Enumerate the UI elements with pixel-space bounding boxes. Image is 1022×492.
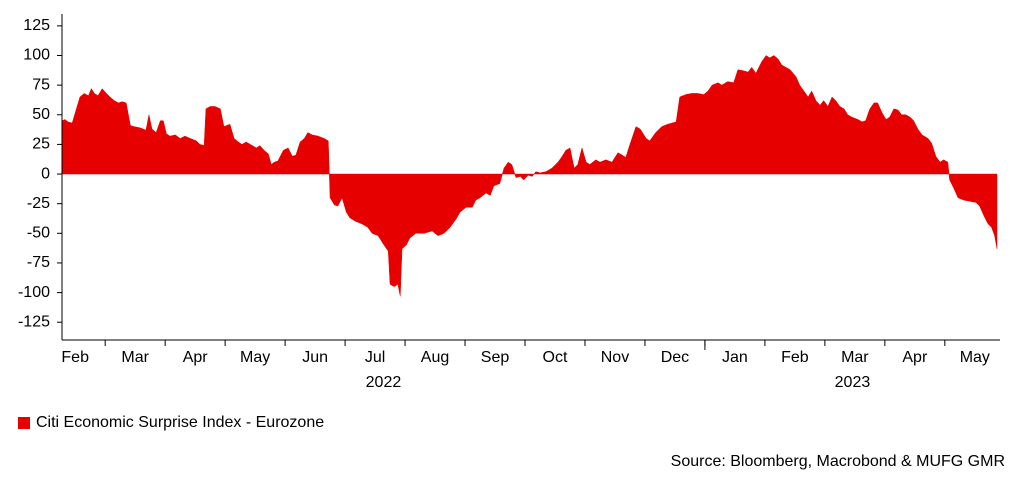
x-group-label: 2023: [835, 374, 871, 391]
x-tick-label: Dec: [661, 349, 689, 366]
x-tick-label: Jan: [722, 349, 748, 366]
x-tick-label: Mar: [841, 349, 869, 366]
y-tick-label: 75: [32, 76, 50, 93]
y-tick-label: 50: [32, 106, 50, 123]
source-note: Source: Bloomberg, Macrobond & MUFG GMR: [671, 453, 1005, 470]
y-tick-label: -75: [27, 254, 50, 271]
x-tick-label: Feb: [61, 349, 89, 366]
y-tick-label: -100: [18, 284, 50, 301]
y-tick-label: 125: [23, 17, 50, 34]
y-tick-label: -25: [27, 195, 50, 212]
x-tick-label: Apr: [902, 349, 928, 366]
x-tick-label: Mar: [121, 349, 149, 366]
x-tick-label: Jun: [302, 349, 328, 366]
y-tick-label: 100: [23, 47, 50, 64]
y-tick-label: 25: [32, 136, 50, 153]
x-tick-label: Feb: [781, 349, 809, 366]
x-tick-label: Nov: [601, 349, 629, 366]
legend-label: Citi Economic Surprise Index - Eurozone: [36, 414, 324, 431]
area: [61, 55, 998, 297]
y-tick-label: 0: [41, 165, 50, 182]
y-tick-label: -50: [27, 225, 50, 242]
legend-swatch: [18, 417, 30, 429]
x-group-label: 2022: [366, 374, 402, 391]
x-tick-label: May: [960, 349, 990, 366]
x-tick-label: May: [240, 349, 270, 366]
x-tick-label: Apr: [183, 349, 209, 366]
y-tick-label: -125: [18, 313, 50, 330]
x-tick-label: Aug: [421, 349, 449, 366]
x-tick-label: Jul: [365, 349, 385, 366]
x-tick-label: Oct: [543, 349, 568, 366]
x-tick-label: Sep: [481, 349, 510, 366]
